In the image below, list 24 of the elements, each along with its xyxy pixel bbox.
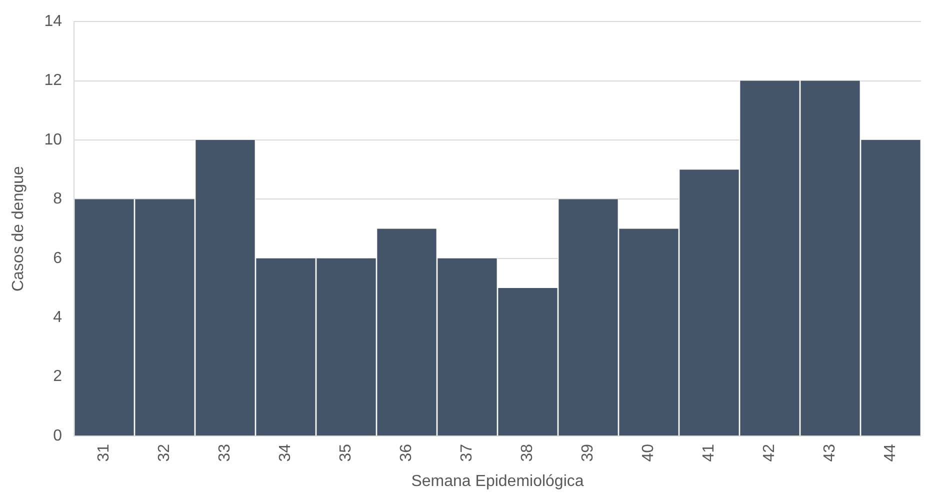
x-tick-label: 32 (156, 444, 174, 462)
x-tick-label: 38 (519, 444, 536, 462)
y-tick-label: 12 (44, 72, 62, 90)
x-tick-label: 40 (640, 444, 658, 462)
x-tick-label: 43 (822, 444, 839, 462)
y-tick-label: 10 (44, 131, 62, 148)
y-tick-label: 4 (53, 309, 62, 326)
x-tick-label: 39 (580, 444, 597, 462)
y-tick-label: 0 (53, 427, 62, 444)
x-axis-title: Semana Epidemiológica (411, 472, 584, 490)
x-tick-label: 37 (458, 444, 476, 462)
x-tick-label: 31 (96, 444, 113, 462)
y-tick-label: 6 (53, 250, 62, 267)
y-tick-label: 8 (53, 190, 62, 208)
y-tick-label: 14 (44, 13, 62, 30)
y-tick-label: 2 (53, 368, 62, 386)
x-tick-label: 33 (216, 444, 234, 462)
x-tick-label: 42 (761, 444, 778, 462)
x-tick-label: 44 (882, 444, 900, 462)
x-tick-label: 41 (700, 444, 718, 462)
y-axis-title: Casos de dengue (10, 166, 28, 292)
x-tick-label: 34 (277, 444, 294, 462)
x-tick-label: 36 (398, 444, 416, 462)
x-tick-label: 35 (338, 444, 355, 462)
